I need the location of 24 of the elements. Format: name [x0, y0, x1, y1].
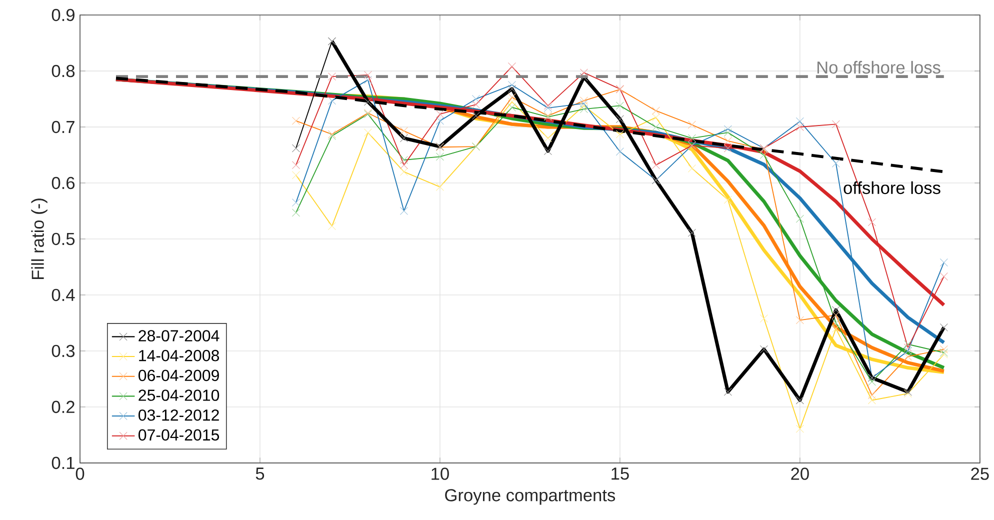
series-label: No offshore loss [817, 60, 940, 74]
x-tick-label: 15 [612, 468, 629, 480]
legend-label: 28-07-2004 [138, 330, 220, 342]
y-tick-label: 0.1 [52, 456, 74, 470]
y-tick-label: 0.7 [52, 120, 74, 134]
y-axis-title: Fill ratio (-) [31, 198, 48, 279]
legend-label: 25-04-2010 [138, 390, 220, 401]
y-tick-label: 0.3 [52, 344, 75, 358]
legend-label: 06-04-2009 [138, 370, 219, 382]
y-tick-label: 0.8 [52, 64, 75, 78]
y-tick-label: 0.9 [52, 8, 74, 22]
legend-label: 03-12-2012 [138, 409, 219, 421]
x-tick-label: 5 [256, 468, 264, 480]
x-axis-title: Groyne compartments [445, 489, 616, 505]
legend-label: 14-04-2008 [139, 350, 220, 362]
x-tick-label: 10 [432, 468, 449, 480]
legend-label: 07-04-2015 [138, 429, 220, 441]
x-tick-label: 25 [971, 468, 989, 480]
y-tick-label: 0.6 [52, 176, 75, 190]
y-tick-label: 0.5 [52, 232, 75, 246]
y-tick-label: 0.4 [52, 288, 75, 302]
x-tick-label: 0 [76, 468, 84, 480]
x-tick-label: 20 [791, 468, 809, 480]
y-tick-label: 0.2 [52, 400, 74, 414]
